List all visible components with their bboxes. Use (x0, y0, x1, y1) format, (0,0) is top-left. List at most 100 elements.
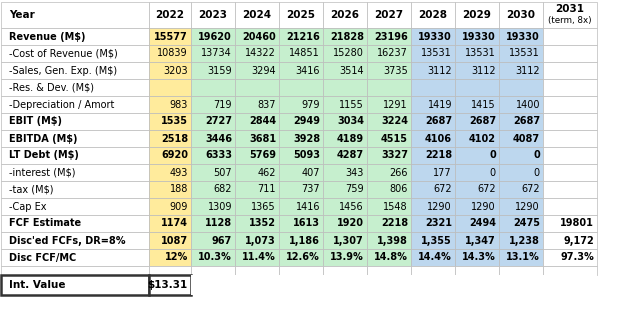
Bar (543, 79, 597, 96)
Text: 9,172: 9,172 (563, 236, 594, 245)
Text: 2687: 2687 (513, 116, 540, 127)
Text: 3681: 3681 (249, 134, 276, 143)
Bar (455, 275, 499, 295)
Bar (367, 96, 411, 113)
Bar (411, 45, 455, 62)
Bar (323, 62, 367, 79)
Text: 14.4%: 14.4% (419, 252, 452, 262)
Text: 10.3%: 10.3% (198, 252, 232, 262)
Bar (191, 249, 235, 266)
Bar (499, 249, 543, 266)
Bar (279, 215, 323, 232)
Bar (149, 147, 191, 164)
Bar (499, 45, 543, 62)
Bar (279, 232, 323, 249)
Text: 0: 0 (534, 168, 540, 177)
Text: 0: 0 (533, 150, 540, 161)
Bar (543, 275, 597, 295)
Bar (235, 62, 279, 79)
Bar (191, 45, 235, 62)
Text: 19330: 19330 (462, 31, 496, 42)
Text: -interest (M$): -interest (M$) (9, 168, 76, 177)
Bar (543, 164, 597, 181)
Text: 13.1%: 13.1% (506, 252, 540, 262)
Bar (499, 147, 543, 164)
Text: 14322: 14322 (245, 49, 276, 59)
Bar (455, 113, 499, 130)
Text: 1352: 1352 (249, 218, 276, 229)
Text: 13734: 13734 (201, 49, 232, 59)
Text: 1456: 1456 (339, 202, 364, 211)
Text: 1,347: 1,347 (465, 236, 496, 245)
Text: 15280: 15280 (333, 49, 364, 59)
Bar (455, 45, 499, 62)
Bar (279, 28, 323, 45)
Text: 2025: 2025 (287, 10, 316, 20)
Text: 672: 672 (477, 184, 496, 195)
Text: 1128: 1128 (205, 218, 232, 229)
Text: EBITDA (M$): EBITDA (M$) (9, 134, 77, 143)
Bar (323, 249, 367, 266)
Bar (323, 130, 367, 147)
Text: LT Debt (M$): LT Debt (M$) (9, 150, 79, 161)
Text: 14851: 14851 (289, 49, 320, 59)
Bar (149, 62, 191, 79)
Bar (367, 275, 411, 295)
Bar (499, 198, 543, 215)
Bar (499, 275, 543, 295)
Text: 19620: 19620 (198, 31, 232, 42)
Bar (367, 130, 411, 147)
Text: 3327: 3327 (381, 150, 408, 161)
Bar (191, 79, 235, 96)
Bar (279, 147, 323, 164)
Bar (411, 113, 455, 130)
Bar (1, 96, 149, 113)
Text: 2027: 2027 (374, 10, 404, 20)
Bar (367, 2, 411, 28)
Bar (411, 2, 455, 28)
Text: 3203: 3203 (163, 66, 188, 75)
Text: 3224: 3224 (381, 116, 408, 127)
Text: 2218: 2218 (381, 218, 408, 229)
Bar (323, 215, 367, 232)
Text: 177: 177 (433, 168, 452, 177)
Bar (543, 45, 597, 62)
Text: 21216: 21216 (286, 31, 320, 42)
Bar (411, 147, 455, 164)
Bar (279, 130, 323, 147)
Bar (455, 215, 499, 232)
Bar (1, 62, 149, 79)
Bar (149, 266, 191, 275)
Bar (191, 232, 235, 249)
Bar (323, 275, 367, 295)
Bar (543, 266, 597, 275)
Text: 12.6%: 12.6% (286, 252, 320, 262)
Text: 711: 711 (257, 184, 276, 195)
Text: 1613: 1613 (293, 218, 320, 229)
Text: 15577: 15577 (154, 31, 188, 42)
Text: -Cap Ex: -Cap Ex (9, 202, 47, 211)
Text: 10839: 10839 (157, 49, 188, 59)
Bar (235, 147, 279, 164)
Bar (149, 215, 191, 232)
Text: 983: 983 (170, 100, 188, 109)
Bar (323, 164, 367, 181)
Text: 12%: 12% (164, 252, 188, 262)
Bar (1, 45, 149, 62)
Bar (191, 275, 235, 295)
Bar (235, 198, 279, 215)
Bar (1, 79, 149, 96)
Text: 1174: 1174 (161, 218, 188, 229)
Bar (411, 275, 455, 295)
Bar (411, 215, 455, 232)
Bar (411, 232, 455, 249)
Bar (455, 232, 499, 249)
Bar (455, 266, 499, 275)
Bar (279, 96, 323, 113)
Bar (499, 266, 543, 275)
Bar (499, 130, 543, 147)
Bar (1, 232, 149, 249)
Bar (191, 62, 235, 79)
Bar (323, 266, 367, 275)
Bar (149, 45, 191, 62)
